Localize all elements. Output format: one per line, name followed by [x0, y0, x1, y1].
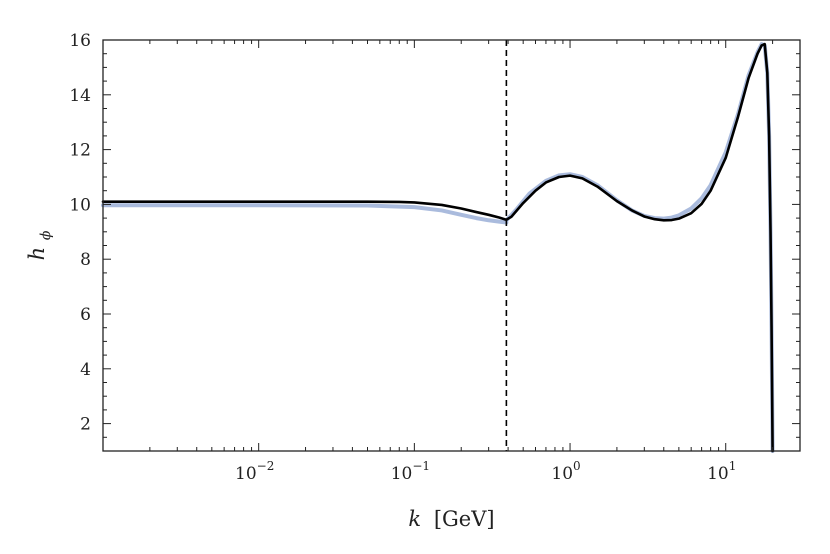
x-axis-symbol: k — [408, 507, 421, 531]
x-tick-base: 10 — [707, 464, 729, 484]
y-axis-subscript: ϕ — [38, 230, 54, 240]
x-tick-exponent: −1 — [412, 459, 430, 473]
y-tick-label: 14 — [69, 86, 91, 106]
tick-layer — [102, 39, 801, 452]
x-axis-label: k [GeV] — [408, 507, 494, 531]
x-tick-label: 100 — [551, 459, 580, 484]
y-axis-label: h ϕ — [25, 230, 54, 260]
x-tick-base: 10 — [551, 464, 573, 484]
x-tick-label: 101 — [707, 459, 736, 484]
y-tick-label: 2 — [80, 415, 91, 435]
y-tick-label: 10 — [69, 195, 91, 215]
x-tick-base: 10 — [391, 464, 413, 484]
y-tick-label: 6 — [80, 305, 91, 325]
x-axis-unit: [GeV] — [434, 507, 495, 531]
series-layer — [101, 42, 775, 453]
x-tick-exponent: −2 — [257, 459, 275, 473]
x-tick-base: 10 — [235, 464, 257, 484]
plot-frame — [102, 39, 801, 452]
series-line-3 — [101, 42, 774, 453]
y-tick-label: 8 — [80, 250, 91, 270]
y-tick-label: 4 — [80, 360, 91, 380]
x-tick-exponent: 1 — [729, 459, 737, 473]
y-axis-symbol: h — [25, 247, 49, 261]
series-line-1 — [101, 203, 509, 225]
series-line-2 — [504, 42, 775, 453]
x-tick-label: 10−2 — [235, 459, 274, 484]
y-tick-label: 16 — [69, 31, 91, 51]
y-tick-label: 12 — [69, 141, 91, 161]
x-tick-exponent: 0 — [573, 459, 581, 473]
x-tick-label: 10−1 — [391, 459, 430, 484]
